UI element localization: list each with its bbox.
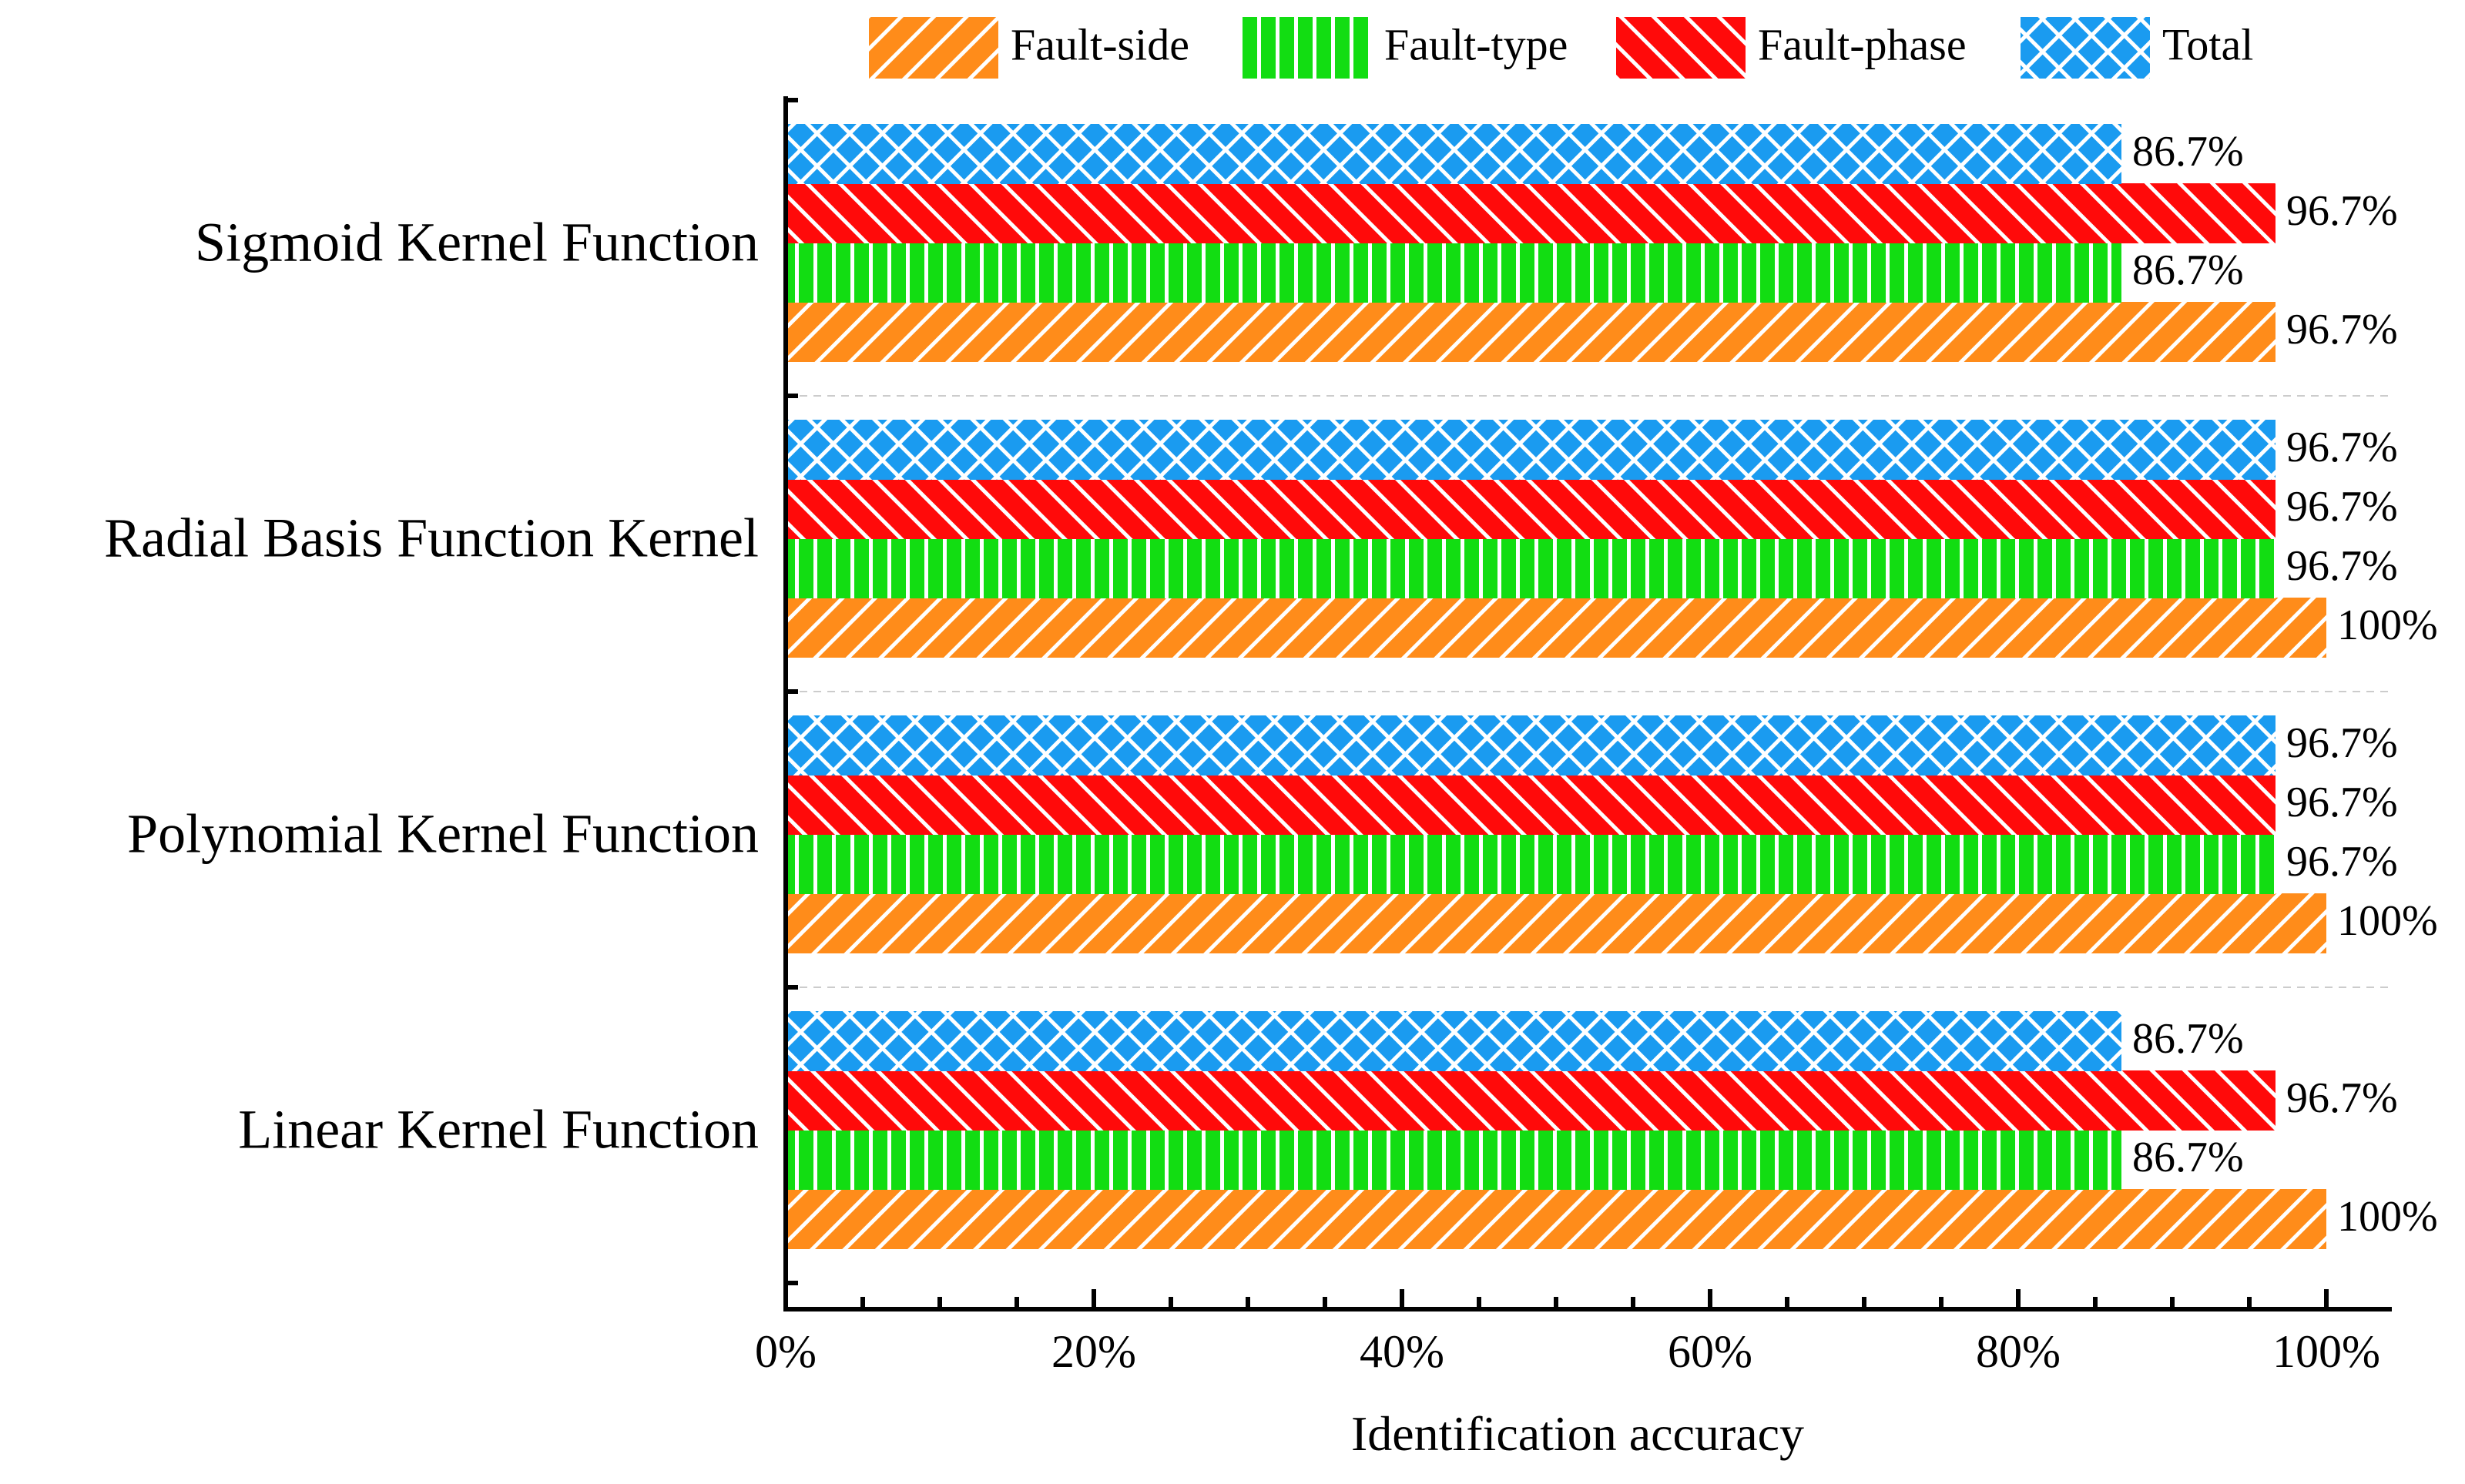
bar-total [786,420,2276,480]
axes [783,96,2392,1311]
bar-value-label: 96.7% [2286,779,2398,826]
bar-fault-type [786,1130,2121,1190]
bars [786,124,2326,1249]
bar-fault-phase [786,183,2276,243]
bar-fault-phase [786,479,2276,539]
x-tick-label: 40% [1360,1326,1444,1377]
bar-fault-side [786,1189,2326,1249]
legend-swatch [869,17,998,79]
bar-value-label: 100% [2337,897,2438,945]
legend: Fault-side Fault-type Fault-phase Total [869,17,2253,79]
bar-labels: 96.7% 86.7% 96.7% 86.7% 100% 96.7% 96.7% 96.7% 1… [2132,128,2438,1241]
category-label: Polynomial Kernel Function [127,803,759,865]
x-tick-label: 0% [755,1326,817,1377]
legend-swatch [1243,17,1372,79]
group-separators [786,395,2392,988]
bar-fault-type [786,243,2121,303]
bar-value-label: 96.7% [2286,719,2398,767]
bar-total [786,124,2121,184]
bar-value-label: 86.7% [2132,246,2244,294]
bar-value-label: 96.7% [2286,306,2398,353]
x-tick-label: 80% [1976,1326,2061,1377]
bar-value-label: 96.7% [2286,424,2398,471]
bar-value-label: 96.7% [2286,1074,2398,1122]
bar-fault-side [786,598,2326,658]
bar-fault-side [786,893,2326,953]
bar-value-label: 100% [2337,1193,2438,1241]
legend-label: Total [2162,19,2253,69]
bar-fault-phase [786,775,2276,835]
bar-total [786,715,2276,775]
bar-value-label: 100% [2337,601,2438,649]
legend-swatch [1616,17,1746,79]
bar-fault-side [786,302,2276,362]
category-label: Linear Kernel Function [238,1099,759,1161]
x-tick-labels: 0% 20% 40% 60% 80% 100% [755,1326,2380,1377]
category-labels: Sigmoid Kernel Function Radial Basis Func… [104,212,759,1161]
bar-fault-phase [786,1070,2276,1131]
bar-value-label: 96.7% [2286,542,2398,590]
bar-fault-type [786,834,2276,894]
bar-value-label: 96.7% [2286,187,2398,235]
bar-total [786,1011,2121,1071]
x-tick-label: 20% [1051,1326,1136,1377]
category-label: Radial Basis Function Kernel [104,508,759,569]
bar-value-label: 86.7% [2132,128,2244,176]
legend-swatch [2021,17,2150,79]
bar-value-label: 96.7% [2286,838,2398,886]
category-label: Sigmoid Kernel Function [195,212,759,273]
bar-value-label: 86.7% [2132,1134,2244,1181]
legend-label: Fault-side [1011,19,1189,69]
legend-label: Fault-type [1384,19,1568,69]
x-tick-label: 60% [1668,1326,1752,1377]
x-axis-title: Identification accuracy [1351,1406,1804,1461]
x-tick-label: 100% [2272,1326,2380,1377]
legend-label: Fault-phase [1758,19,1967,69]
bar-value-label: 96.7% [2286,483,2398,531]
bar-fault-type [786,538,2276,598]
bar-value-label: 86.7% [2132,1015,2244,1063]
